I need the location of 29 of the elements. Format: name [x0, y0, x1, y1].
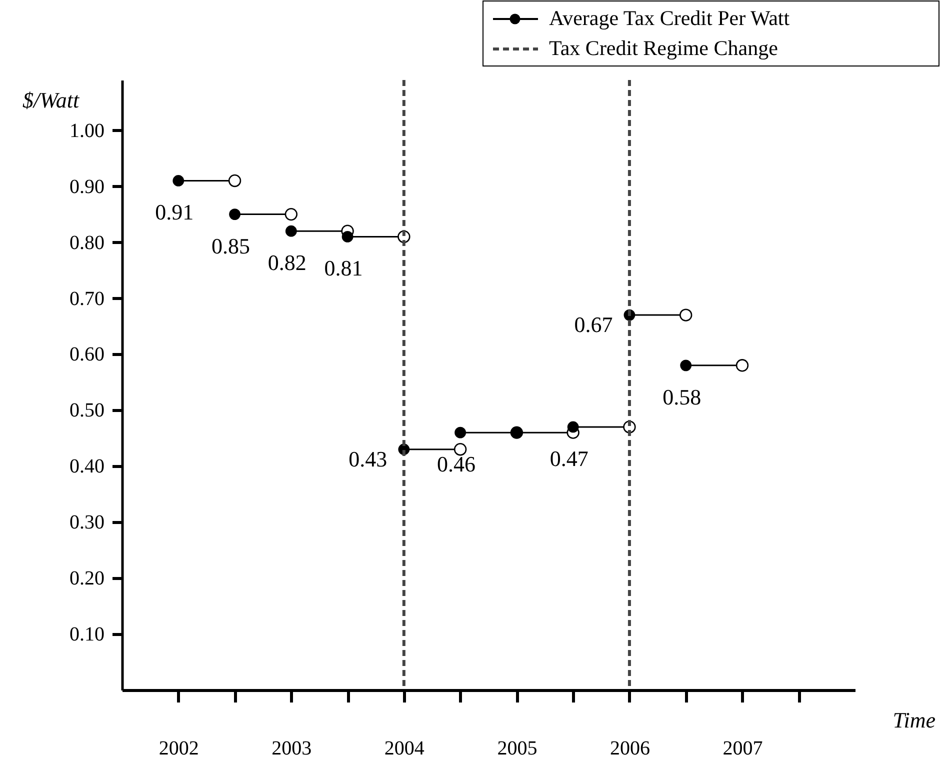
y-tick-label: 1.00 [70, 120, 104, 142]
x-tick-label: 2003 [272, 738, 312, 760]
y-tick-label: 0.40 [70, 456, 104, 478]
y-tick-label: 0.50 [70, 400, 104, 422]
y-tick-label: 0.80 [70, 232, 104, 254]
data-label: 0.81 [324, 256, 363, 281]
data-label: 0.43 [348, 446, 388, 472]
legend-label: Tax Credit Regime Change [549, 36, 778, 60]
data-label: 0.91 [155, 200, 194, 225]
x-axis-title: Time [892, 708, 936, 732]
y-tick-label: 0.30 [70, 512, 104, 534]
data-label: 0.85 [212, 233, 250, 258]
legend-label: Average Tax Credit Per Watt [549, 6, 790, 30]
y-axis-title: $/Watt [22, 88, 80, 112]
data-label: 0.58 [662, 384, 702, 410]
x-tick-label: 2004 [384, 738, 424, 760]
x-tick-label: 2006 [610, 738, 650, 760]
x-tick-label: 2002 [158, 738, 199, 760]
data-label: 0.47 [550, 446, 588, 471]
data-label: 0.46 [437, 452, 476, 477]
x-tick-label: 2007 [722, 738, 763, 760]
y-tick-label: 0.20 [70, 568, 104, 590]
y-tick-label: 0.70 [70, 288, 104, 310]
y-tick-label: 0.90 [70, 176, 104, 198]
data-label: 0.67 [574, 312, 613, 338]
x-tick-label: 2005 [497, 738, 538, 760]
y-tick-label: 0.60 [70, 344, 104, 366]
data-label: 0.82 [268, 250, 306, 276]
y-tick-label: 0.10 [70, 624, 104, 646]
